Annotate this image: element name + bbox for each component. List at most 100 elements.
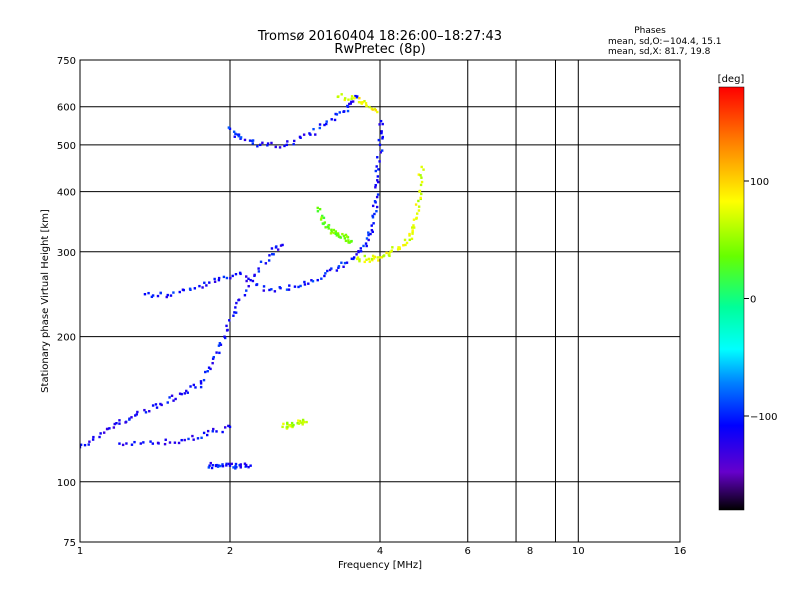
trace-point xyxy=(324,272,327,275)
trace-point xyxy=(352,256,356,259)
trace-point xyxy=(159,291,162,295)
trace-point xyxy=(278,286,281,289)
trace-point xyxy=(350,97,353,101)
trace-point xyxy=(215,351,218,354)
trace-point xyxy=(98,435,101,439)
trace-point xyxy=(217,276,221,280)
trace-point xyxy=(180,438,183,442)
trace-point xyxy=(169,294,173,297)
x-tick-label: 1 xyxy=(77,546,83,557)
trace-point xyxy=(378,160,381,163)
trace-point xyxy=(290,421,294,425)
trace-point xyxy=(239,463,242,466)
trace-point xyxy=(199,382,203,385)
trace-point xyxy=(340,261,343,264)
trace-point xyxy=(228,464,232,467)
trace-point xyxy=(380,256,384,259)
trace-point xyxy=(332,231,335,235)
chart-title: Tromsø 20160404 18:26:00–18:27:43 xyxy=(257,29,502,44)
trace-point xyxy=(328,268,332,272)
trace-point xyxy=(87,443,90,446)
phases-x-stats: mean, sd,X: 81.7, 19.8 xyxy=(608,47,711,57)
trace-point xyxy=(225,276,229,280)
trace-point xyxy=(286,423,289,426)
trace-point xyxy=(357,100,361,104)
phases-o-stats: mean, sd,O:−104.4, 15.1 xyxy=(608,37,722,47)
trace-point xyxy=(310,279,313,282)
trace-point xyxy=(364,242,368,245)
trace-point xyxy=(136,410,139,414)
trace-point xyxy=(374,184,377,187)
trace-point xyxy=(200,436,203,440)
trace-point xyxy=(199,380,203,383)
trace-point xyxy=(380,149,384,152)
trace-point xyxy=(147,291,150,295)
y-tick-label: 200 xyxy=(57,333,76,344)
trace-point xyxy=(350,95,354,98)
trace-point xyxy=(311,280,315,283)
trace-point xyxy=(135,413,138,416)
trace-point xyxy=(374,186,377,189)
trace-point xyxy=(417,205,421,208)
trace-point xyxy=(209,367,212,371)
trace-point xyxy=(227,462,231,466)
plot-frame xyxy=(79,59,681,543)
trace-point xyxy=(249,464,252,467)
trace-point xyxy=(262,289,265,292)
trace-point xyxy=(218,342,222,345)
trace-point xyxy=(320,216,323,219)
trace-point xyxy=(172,399,175,402)
trace-point xyxy=(316,278,319,282)
trace-point xyxy=(249,278,252,282)
trace-point xyxy=(248,139,252,142)
x-tick-label: 6 xyxy=(465,546,471,557)
trace-point xyxy=(99,432,102,435)
trace-point xyxy=(299,136,302,139)
trace-point xyxy=(378,123,381,126)
trace-point xyxy=(189,385,192,388)
trace-point xyxy=(303,283,307,286)
trace-point xyxy=(376,180,380,184)
trace-point xyxy=(322,222,325,226)
trace-point xyxy=(118,422,121,425)
trace-point xyxy=(163,442,167,446)
trace-point xyxy=(221,430,224,434)
trace-point xyxy=(349,102,353,105)
trace-point xyxy=(151,404,155,407)
trace-point xyxy=(374,109,377,112)
trace-point xyxy=(267,259,271,262)
trace-point xyxy=(264,262,268,265)
trace-point xyxy=(303,280,306,284)
trace-point xyxy=(360,102,363,105)
trace-point xyxy=(118,419,121,422)
trace-point xyxy=(301,418,305,422)
trace-point xyxy=(211,464,214,467)
trace-point xyxy=(289,425,292,428)
trace-point xyxy=(318,126,322,130)
trace-point xyxy=(309,133,312,136)
trace-point xyxy=(229,277,232,280)
trace-point xyxy=(385,251,388,255)
trace-point xyxy=(380,130,383,133)
trace-point xyxy=(363,260,366,264)
trace-point xyxy=(377,168,380,171)
trace-point xyxy=(160,403,163,407)
trace-point xyxy=(102,431,106,434)
trace-point xyxy=(374,169,378,173)
trace-point xyxy=(285,143,288,147)
trace-point xyxy=(270,141,273,145)
trace-point xyxy=(362,244,365,248)
trace-point xyxy=(335,269,339,272)
trace-point xyxy=(379,151,383,154)
trace-point xyxy=(251,142,255,145)
trace-point xyxy=(205,433,209,437)
trace-point xyxy=(367,233,370,237)
trace-point xyxy=(318,207,322,211)
trace-point xyxy=(329,232,333,235)
trace-point xyxy=(228,319,231,322)
trace-point xyxy=(296,421,299,425)
trace-point xyxy=(373,200,377,203)
trace-point xyxy=(381,137,384,140)
trace-point xyxy=(259,143,262,147)
trace-point xyxy=(418,189,422,193)
